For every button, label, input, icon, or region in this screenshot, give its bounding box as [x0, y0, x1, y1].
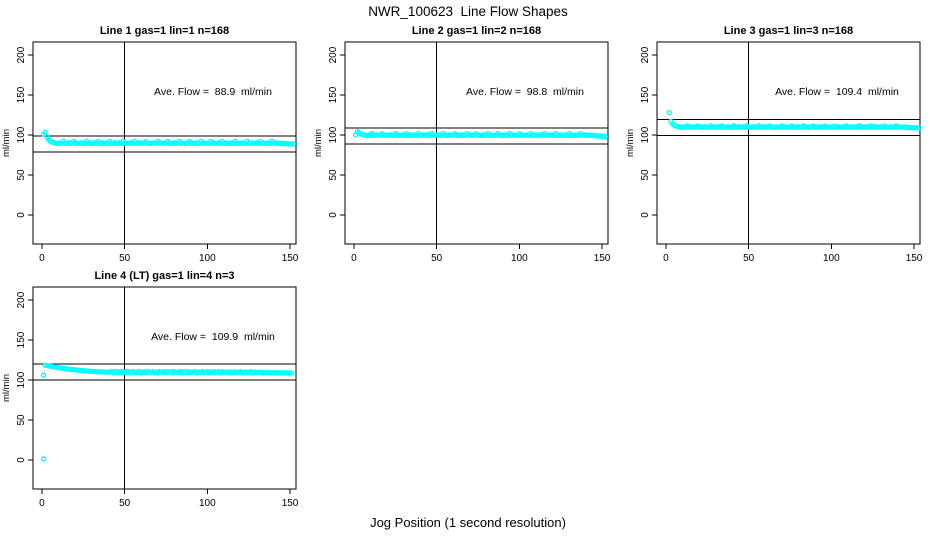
- x-axis: 0 50 100 150: [39, 244, 299, 264]
- y-tick-label: 0: [16, 457, 27, 463]
- plot-box: [32, 41, 297, 245]
- x-tick-label: 50: [431, 253, 443, 264]
- x-tick-label: 0: [39, 253, 45, 264]
- y-tick-label: 50: [16, 169, 27, 181]
- data-points: [40, 129, 297, 147]
- y-tick-label: 200: [640, 46, 651, 63]
- y-tick-label: 50: [640, 169, 651, 181]
- x-tick-label: 150: [594, 253, 611, 264]
- x-axis: 0 50 100 150: [663, 244, 923, 264]
- x-tick-label: 150: [906, 253, 923, 264]
- y-axis: 0 50 100 150 200: [16, 291, 33, 463]
- plot-box: [32, 286, 297, 490]
- y-tick-label: 150: [640, 86, 651, 103]
- y-tick-label: 150: [328, 86, 339, 103]
- y-axis: 0 50 100 150 200: [328, 46, 345, 218]
- y-tick-label: 0: [16, 212, 27, 218]
- panel-1: 0 50 100 150 0 50 100 150 200 ml/min Line 1 gas=1 …: [1, 25, 299, 264]
- y-tick-label: 50: [16, 414, 27, 426]
- ave-flow-annotation: Ave. Flow = 88.9 ml/min: [154, 86, 272, 98]
- panel-title: Line 2 gas=1 lin=2 n=168: [412, 25, 541, 37]
- y-tick-label: 200: [328, 46, 339, 63]
- x-tick-label: 0: [351, 253, 357, 264]
- y-tick-label: 200: [16, 291, 27, 308]
- x-tick-label: 100: [823, 253, 840, 264]
- x-tick-label: 100: [199, 498, 216, 509]
- y-axis-label: ml/min: [625, 129, 636, 157]
- panel-title: Line 4 (LT) gas=1 lin=4 n=3: [94, 270, 234, 282]
- y-tick-label: 100: [640, 126, 651, 143]
- y-axis-label: ml/min: [1, 374, 12, 402]
- x-tick-label: 0: [39, 498, 45, 509]
- x-tick-label: 150: [282, 253, 299, 264]
- y-tick-label: 50: [328, 169, 339, 181]
- y-tick-label: 150: [16, 331, 27, 348]
- x-tick-label: 100: [199, 253, 216, 264]
- ave-flow-annotation: Ave. Flow = 109.9 ml/min: [151, 331, 275, 343]
- y-tick-label: 200: [16, 46, 27, 63]
- ave-flow-annotation: Ave. Flow = 98.8 ml/min: [466, 86, 584, 98]
- panel-2: 0 50 100 150 0 50 100 150 200 ml/min Line 2 gas=1 …: [313, 25, 611, 264]
- y-tick-label: 100: [16, 126, 27, 143]
- x-tick-label: 100: [511, 253, 528, 264]
- data-points: [352, 129, 609, 140]
- y-tick-label: 150: [16, 86, 27, 103]
- x-tick-label: 50: [119, 498, 131, 509]
- panel-title: Line 3 gas=1 lin=3 n=168: [724, 25, 853, 37]
- plot-box: [656, 41, 921, 245]
- y-axis-label: ml/min: [1, 129, 12, 157]
- plot-box: [344, 41, 609, 245]
- y-tick-label: 100: [328, 126, 339, 143]
- x-tick-label: 50: [119, 253, 131, 264]
- ave-flow-annotation: Ave. Flow = 109.4 ml/min: [775, 86, 899, 98]
- main-title: NWR_100623 Line Flow Shapes: [368, 4, 568, 19]
- x-axis: 0 50 100 150: [351, 244, 611, 264]
- x-tick-label: 0: [663, 253, 669, 264]
- panel-4: 0 50 100 150 0 50 100 150 200 ml/min Line 4 (LT) g…: [1, 270, 299, 509]
- x-tick-label: 150: [282, 498, 299, 509]
- x-axis-title: Jog Position (1 second resolution): [370, 515, 566, 530]
- panel-title: Line 1 gas=1 lin=1 n=168: [100, 25, 229, 37]
- panel-3: 0 50 100 150 0 50 100 150 200 ml/min Line 3 gas=1 …: [625, 25, 923, 264]
- y-axis-label: ml/min: [313, 129, 324, 157]
- y-axis: 0 50 100 150 200: [640, 46, 657, 218]
- y-tick-label: 0: [640, 212, 651, 218]
- x-axis: 0 50 100 150: [39, 489, 299, 509]
- y-axis: 0 50 100 150 200: [16, 46, 33, 218]
- data-points: [40, 362, 295, 462]
- x-tick-label: 50: [743, 253, 755, 264]
- data-points: [666, 109, 922, 131]
- y-tick-label: 0: [328, 212, 339, 218]
- y-tick-label: 100: [16, 371, 27, 388]
